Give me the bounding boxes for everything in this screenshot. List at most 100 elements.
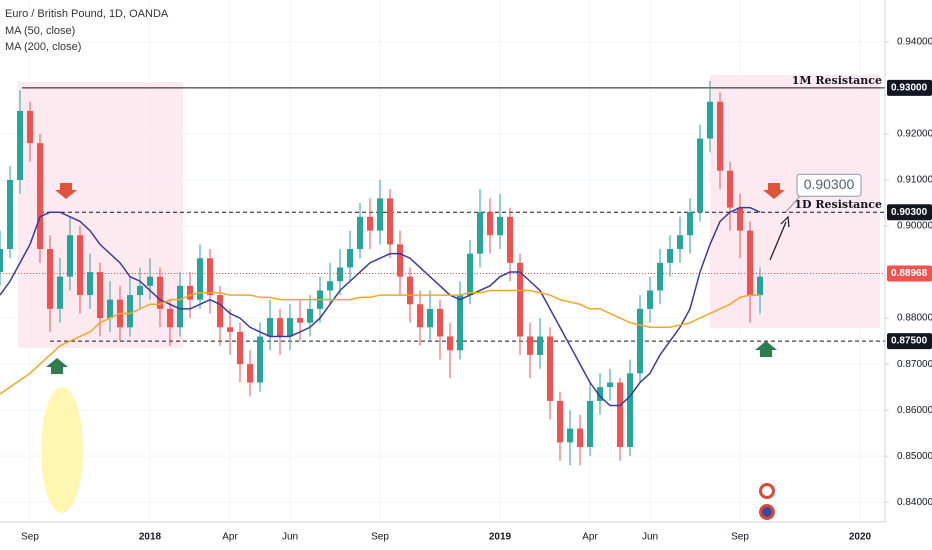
- candle-body: [427, 308, 433, 328]
- candle-body: [677, 235, 683, 250]
- callout-box: [796, 173, 862, 197]
- candle-body: [177, 285, 183, 328]
- x-tick-label: Sep: [731, 532, 749, 543]
- chart-title: Euro / British Pound, 1D, OANDA: [5, 8, 169, 20]
- candle-body: [647, 290, 653, 309]
- candle-body: [227, 327, 233, 332]
- candle-body: [297, 318, 303, 323]
- candle-body: [357, 216, 363, 250]
- level-badge-label: 0.87500: [891, 336, 928, 347]
- candle-body: [147, 276, 153, 286]
- x-tick-label: Apr: [222, 532, 238, 543]
- x-tick-label: 2018: [139, 532, 162, 543]
- x-tick-label: 2020: [849, 532, 872, 543]
- level-badge: [887, 79, 932, 96]
- candle-body: [637, 308, 643, 374]
- candle-body: [307, 308, 313, 323]
- candle-body: [217, 295, 223, 328]
- x-tick-label: Jun: [642, 532, 658, 543]
- candle-body: [757, 276, 763, 296]
- candle-body: [717, 101, 723, 171]
- y-tick-label: 0.90000: [897, 221, 932, 232]
- candle-body: [497, 216, 503, 236]
- candle-body: [77, 235, 83, 296]
- candle-body: [367, 216, 373, 231]
- candle-body: [247, 364, 253, 383]
- down-arrow: [55, 183, 77, 199]
- y-tick-label: 0.88000: [897, 313, 932, 324]
- candle-body: [267, 318, 273, 337]
- candle-body: [507, 216, 513, 263]
- callout-label: 0.90300: [804, 176, 855, 192]
- candle-body: [167, 308, 173, 328]
- candle-body: [397, 244, 403, 277]
- candle-body: [617, 382, 623, 447]
- down-arrow: [763, 183, 785, 199]
- candle-body: [737, 207, 743, 231]
- y-tick-label: 0.87000: [897, 359, 932, 370]
- candle-body: [107, 299, 113, 319]
- candle-body: [517, 262, 523, 337]
- candle-body: [7, 179, 13, 250]
- ma-line: [0, 289, 760, 395]
- candle-body: [47, 249, 53, 309]
- candle-body: [607, 382, 613, 388]
- x-tick-label: Sep: [21, 532, 39, 543]
- candle-body: [197, 258, 203, 300]
- y-tick-label: 0.92000: [897, 129, 932, 140]
- candle-body: [237, 331, 243, 365]
- projection-arrow: [769, 221, 787, 261]
- candle-body: [327, 281, 333, 291]
- candle-body: [747, 230, 753, 296]
- last-price-badge: [887, 265, 932, 282]
- plot: [0, 81, 763, 466]
- candle-body: [667, 249, 673, 263]
- candle-body: [577, 428, 583, 447]
- level-badge-label: 0.90300: [891, 207, 928, 218]
- candle-body: [127, 295, 133, 328]
- level-name: 1D Resistance: [794, 198, 882, 211]
- candle-body: [417, 304, 423, 328]
- y-tick-label: 0.84000: [897, 497, 932, 508]
- candle-body: [337, 267, 343, 282]
- candle-body: [457, 295, 463, 351]
- candle-body: [67, 235, 73, 277]
- candle-body: [407, 276, 413, 305]
- flag-icons: [759, 483, 775, 520]
- up-arrow: [755, 341, 777, 357]
- level-badge: [887, 204, 932, 221]
- x-tick-label: Jun: [282, 532, 298, 543]
- legend-entry: MA (50, close): [5, 25, 75, 37]
- candle-body: [437, 308, 443, 337]
- level-name: 1M Resistance: [792, 74, 882, 87]
- y-tick-label: 0.91000: [897, 175, 932, 186]
- candle-body: [697, 138, 703, 213]
- candle-body: [467, 253, 473, 296]
- x-tick-label: Sep: [371, 532, 389, 543]
- x-tick-label: Apr: [582, 532, 598, 543]
- ma-line: [0, 206, 761, 407]
- level-badge-label: 0.93000: [891, 83, 928, 94]
- candle-body: [17, 110, 23, 180]
- up-arrow: [46, 358, 68, 374]
- candle-body: [0, 249, 3, 273]
- x-tick-label: 2019: [489, 532, 512, 543]
- candle-body: [27, 110, 33, 144]
- projection-arrow-head: [780, 215, 790, 228]
- highlight-ellipse: [41, 387, 83, 513]
- candle-body: [207, 258, 213, 296]
- candle-body: [487, 212, 493, 236]
- candle-body: [657, 262, 663, 291]
- candle-body: [687, 212, 693, 236]
- candle-body: [727, 170, 733, 208]
- candle-body: [597, 387, 603, 401]
- candle-body: [277, 318, 283, 337]
- candle-body: [527, 336, 533, 355]
- candle-body: [347, 249, 353, 268]
- candle-body: [387, 198, 393, 245]
- candle-body: [537, 336, 543, 355]
- y-tick-label: 0.85000: [897, 451, 932, 462]
- y-tick-label: 0.94000: [897, 37, 932, 48]
- candle-body: [257, 336, 263, 383]
- level-badge: [887, 333, 932, 350]
